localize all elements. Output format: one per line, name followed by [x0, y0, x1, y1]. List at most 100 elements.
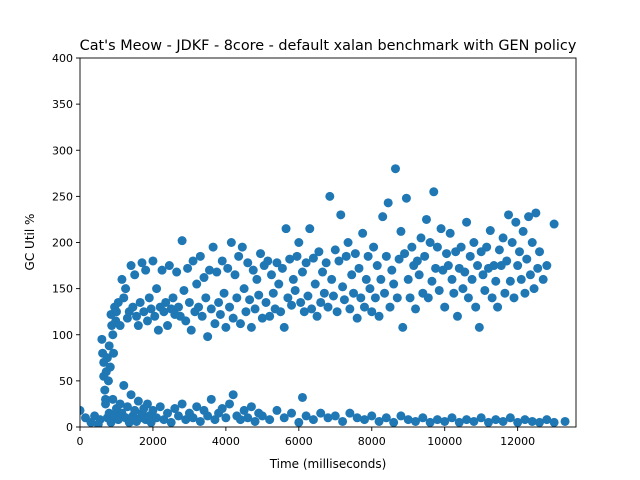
data-point [217, 256, 227, 266]
data-point [199, 273, 209, 283]
data-point [226, 238, 236, 247]
data-point [378, 212, 388, 222]
data-point [531, 208, 541, 218]
data-point [163, 321, 173, 331]
data-point [297, 267, 307, 277]
data-point [443, 261, 453, 271]
data-point [514, 247, 524, 257]
data-point [188, 256, 198, 266]
data-point [425, 417, 435, 427]
data-point [411, 304, 421, 314]
data-point [208, 242, 218, 252]
data-point [474, 322, 484, 332]
data-point [316, 297, 326, 307]
data-point [119, 293, 129, 303]
data-point [234, 251, 244, 261]
data-point [256, 249, 266, 259]
data-point [148, 256, 158, 266]
data-point [126, 261, 136, 271]
data-point [525, 270, 535, 280]
data-point [396, 411, 406, 421]
chart-title: Cat's Meow - JDKF - 8core - default xala… [80, 38, 577, 54]
data-point [139, 307, 149, 317]
data-point [400, 249, 410, 259]
data-point [272, 258, 282, 268]
data-point [115, 399, 125, 409]
data-point [237, 242, 247, 252]
data-point [487, 293, 497, 303]
y-tick-label: 350 [52, 98, 73, 111]
data-point [296, 297, 306, 307]
data-point [374, 311, 384, 321]
data-point [137, 258, 147, 268]
data-point [245, 295, 255, 305]
x-tick-label: 0 [77, 435, 84, 448]
data-point [549, 219, 559, 229]
data-point [533, 263, 543, 273]
data-point [345, 304, 355, 314]
data-point [152, 284, 162, 294]
data-point [469, 238, 479, 247]
data-point [301, 411, 311, 421]
data-point [146, 304, 156, 314]
data-point [111, 307, 121, 317]
data-point [168, 293, 178, 303]
data-point [403, 415, 413, 425]
data-point [206, 394, 216, 404]
data-point [478, 270, 488, 280]
data-point [279, 322, 289, 332]
data-point [418, 413, 428, 423]
data-point [308, 415, 318, 425]
data-point [524, 212, 534, 222]
data-point [392, 293, 402, 303]
data-point [266, 270, 276, 280]
data-point [122, 402, 132, 412]
data-point [502, 256, 512, 266]
data-point [203, 332, 213, 342]
data-point [469, 416, 479, 426]
data-point [449, 288, 459, 298]
data-point [181, 316, 191, 326]
data-point [239, 284, 249, 294]
data-point [427, 276, 437, 286]
x-tick-label: 6000 [285, 435, 313, 448]
data-point [432, 242, 442, 252]
data-point [217, 404, 227, 414]
y-tick-label: 0 [66, 421, 73, 434]
data-point [232, 293, 242, 303]
data-point [416, 233, 426, 243]
data-point [338, 282, 348, 292]
data-point [195, 416, 205, 426]
data-point [330, 411, 340, 421]
data-point [349, 288, 359, 298]
data-point [538, 274, 548, 284]
data-point [354, 263, 364, 273]
data-point [152, 413, 162, 423]
data-point [350, 249, 360, 259]
data-point [250, 304, 260, 314]
data-point [117, 274, 127, 284]
data-point [407, 242, 417, 252]
data-point [482, 242, 492, 252]
data-point [374, 416, 384, 426]
data-point [345, 408, 355, 418]
data-point [385, 302, 395, 312]
data-point [460, 267, 470, 277]
data-point [440, 416, 450, 426]
data-point [483, 417, 493, 427]
data-point [281, 224, 291, 234]
data-point [405, 293, 415, 303]
data-point [330, 245, 340, 255]
data-point [186, 325, 196, 335]
data-point [277, 263, 287, 273]
data-point [173, 411, 183, 421]
data-point [246, 402, 256, 412]
data-point [445, 228, 455, 238]
data-point [436, 224, 446, 234]
data-point [265, 415, 275, 425]
data-point [376, 274, 386, 284]
x-tick-label: 4000 [212, 435, 240, 448]
data-point [369, 242, 379, 252]
data-point [153, 325, 163, 335]
data-point [103, 376, 113, 386]
